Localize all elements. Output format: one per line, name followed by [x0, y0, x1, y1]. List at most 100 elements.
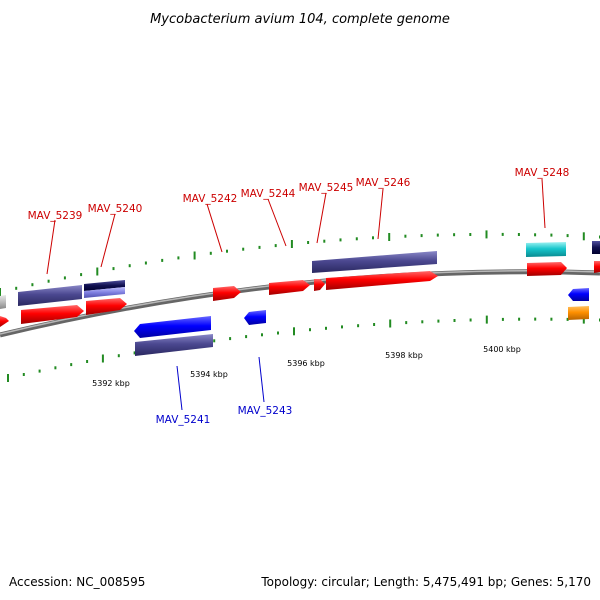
- forward-gene-arrow: [86, 298, 127, 315]
- minor-tick: [261, 333, 263, 337]
- minor-tick: [323, 239, 326, 243]
- major-tick: [388, 233, 391, 241]
- minor-tick: [517, 233, 520, 236]
- minor-tick: [550, 233, 553, 237]
- forward-gene-arrow: [527, 262, 567, 276]
- cog-block: [135, 334, 213, 356]
- gene-label-MAV_5239: MAV_5239: [28, 210, 83, 222]
- minor-tick: [469, 233, 472, 236]
- gene-label-MAV_5244: MAV_5244: [241, 188, 296, 200]
- label-leader: [377, 188, 384, 240]
- cog-block: [84, 287, 125, 298]
- minor-tick: [258, 245, 261, 249]
- cog-block: [526, 242, 566, 257]
- major-tick: [485, 230, 488, 239]
- gene-label-MAV_5243: MAV_5243: [238, 405, 293, 417]
- minor-tick: [372, 236, 374, 240]
- major-tick: [0, 288, 1, 296]
- minor-tick: [357, 324, 360, 328]
- minor-tick: [309, 328, 311, 332]
- minor-tick: [355, 237, 358, 241]
- minor-tick: [277, 331, 279, 335]
- minor-tick: [436, 233, 439, 237]
- gene-label-MAV_5241: MAV_5241: [156, 414, 211, 426]
- minor-tick: [566, 317, 569, 321]
- minor-tick: [421, 320, 424, 324]
- minor-tick: [550, 317, 553, 321]
- minor-tick: [501, 317, 504, 321]
- reverse-gene-arrow: [568, 288, 589, 301]
- label-leader: [541, 178, 546, 229]
- minor-tick: [213, 339, 216, 343]
- cog-block: [84, 280, 125, 291]
- minor-tick: [339, 238, 342, 242]
- gene-label-MAV_5248: MAV_5248: [515, 167, 570, 179]
- minor-tick: [112, 267, 115, 271]
- major-tick: [485, 315, 488, 324]
- reverse-cog-track: [135, 306, 589, 356]
- major-tick: [290, 240, 293, 248]
- minor-tick: [373, 323, 376, 326]
- minor-tick: [47, 279, 50, 283]
- minor-tick: [453, 233, 456, 237]
- major-tick: [582, 315, 585, 324]
- forward-gene-arrow: [326, 271, 438, 290]
- label-leader: [316, 192, 327, 244]
- label-leader: [206, 203, 223, 253]
- tick-label: 5396 kbp: [287, 359, 325, 368]
- cog-block: [592, 241, 600, 254]
- major-tick: [96, 267, 99, 276]
- cog-block: [0, 295, 6, 309]
- minor-tick: [144, 261, 147, 265]
- genome-summary-text: Topology: circular; Length: 5,475,491 bp…: [260, 575, 591, 589]
- gene-labels: MAV_5239 MAV_5240 MAV_5242 MAV_5244 MAV_…: [28, 167, 570, 426]
- minor-tick: [15, 286, 18, 290]
- gene-label-MAV_5246: MAV_5246: [356, 177, 411, 189]
- minor-tick: [86, 360, 89, 363]
- forward-gene-arrow: [0, 316, 9, 327]
- minor-tick: [128, 264, 131, 268]
- minor-tick: [133, 351, 136, 355]
- minor-tick: [245, 335, 248, 339]
- minor-tick: [307, 241, 310, 244]
- minor-tick: [226, 249, 228, 253]
- tick-label: 5398 kbp: [385, 351, 423, 360]
- major-tick: [101, 354, 104, 363]
- forward-gene-arrow: [269, 280, 310, 295]
- label-leader: [267, 198, 287, 247]
- label-leader: [176, 365, 183, 411]
- tick-label: 5394 kbp: [190, 370, 228, 379]
- gene-label-MAV_5242: MAV_5242: [183, 193, 238, 205]
- minor-tick: [518, 317, 521, 321]
- reverse-gene-arrow: [244, 310, 266, 325]
- minor-tick: [453, 319, 456, 322]
- minor-tick: [405, 321, 408, 325]
- axis-tick-labels: 5392 kbp 5394 kbp 5396 kbp 5398 kbp 5400…: [92, 345, 521, 388]
- minor-tick: [31, 283, 34, 287]
- minor-tick: [404, 234, 407, 238]
- forward-gene-arrow: [213, 286, 241, 301]
- gene-label-MAV_5240: MAV_5240: [88, 203, 143, 215]
- minor-tick: [117, 354, 120, 358]
- accession-text: Accession: NC_008595: [9, 575, 145, 589]
- minor-tick: [242, 247, 245, 251]
- minor-tick: [274, 244, 277, 248]
- minor-tick: [534, 233, 537, 237]
- gene-label-MAV_5245: MAV_5245: [299, 182, 354, 194]
- major-tick: [293, 327, 295, 336]
- minor-tick: [161, 258, 164, 262]
- minor-tick: [177, 256, 180, 260]
- reverse-cds-track: [134, 288, 589, 338]
- cog-block: [312, 251, 437, 273]
- cog-block: [18, 285, 82, 306]
- forward-cds-track: [0, 261, 600, 327]
- forward-gene-arrow: [314, 279, 325, 291]
- major-tick: [7, 374, 9, 382]
- minor-tick: [70, 363, 73, 367]
- label-leader: [258, 356, 265, 403]
- forward-cog-track: [0, 241, 600, 309]
- reverse-gene-arrow: [134, 316, 211, 338]
- minor-tick: [566, 234, 569, 238]
- minor-tick: [501, 232, 504, 236]
